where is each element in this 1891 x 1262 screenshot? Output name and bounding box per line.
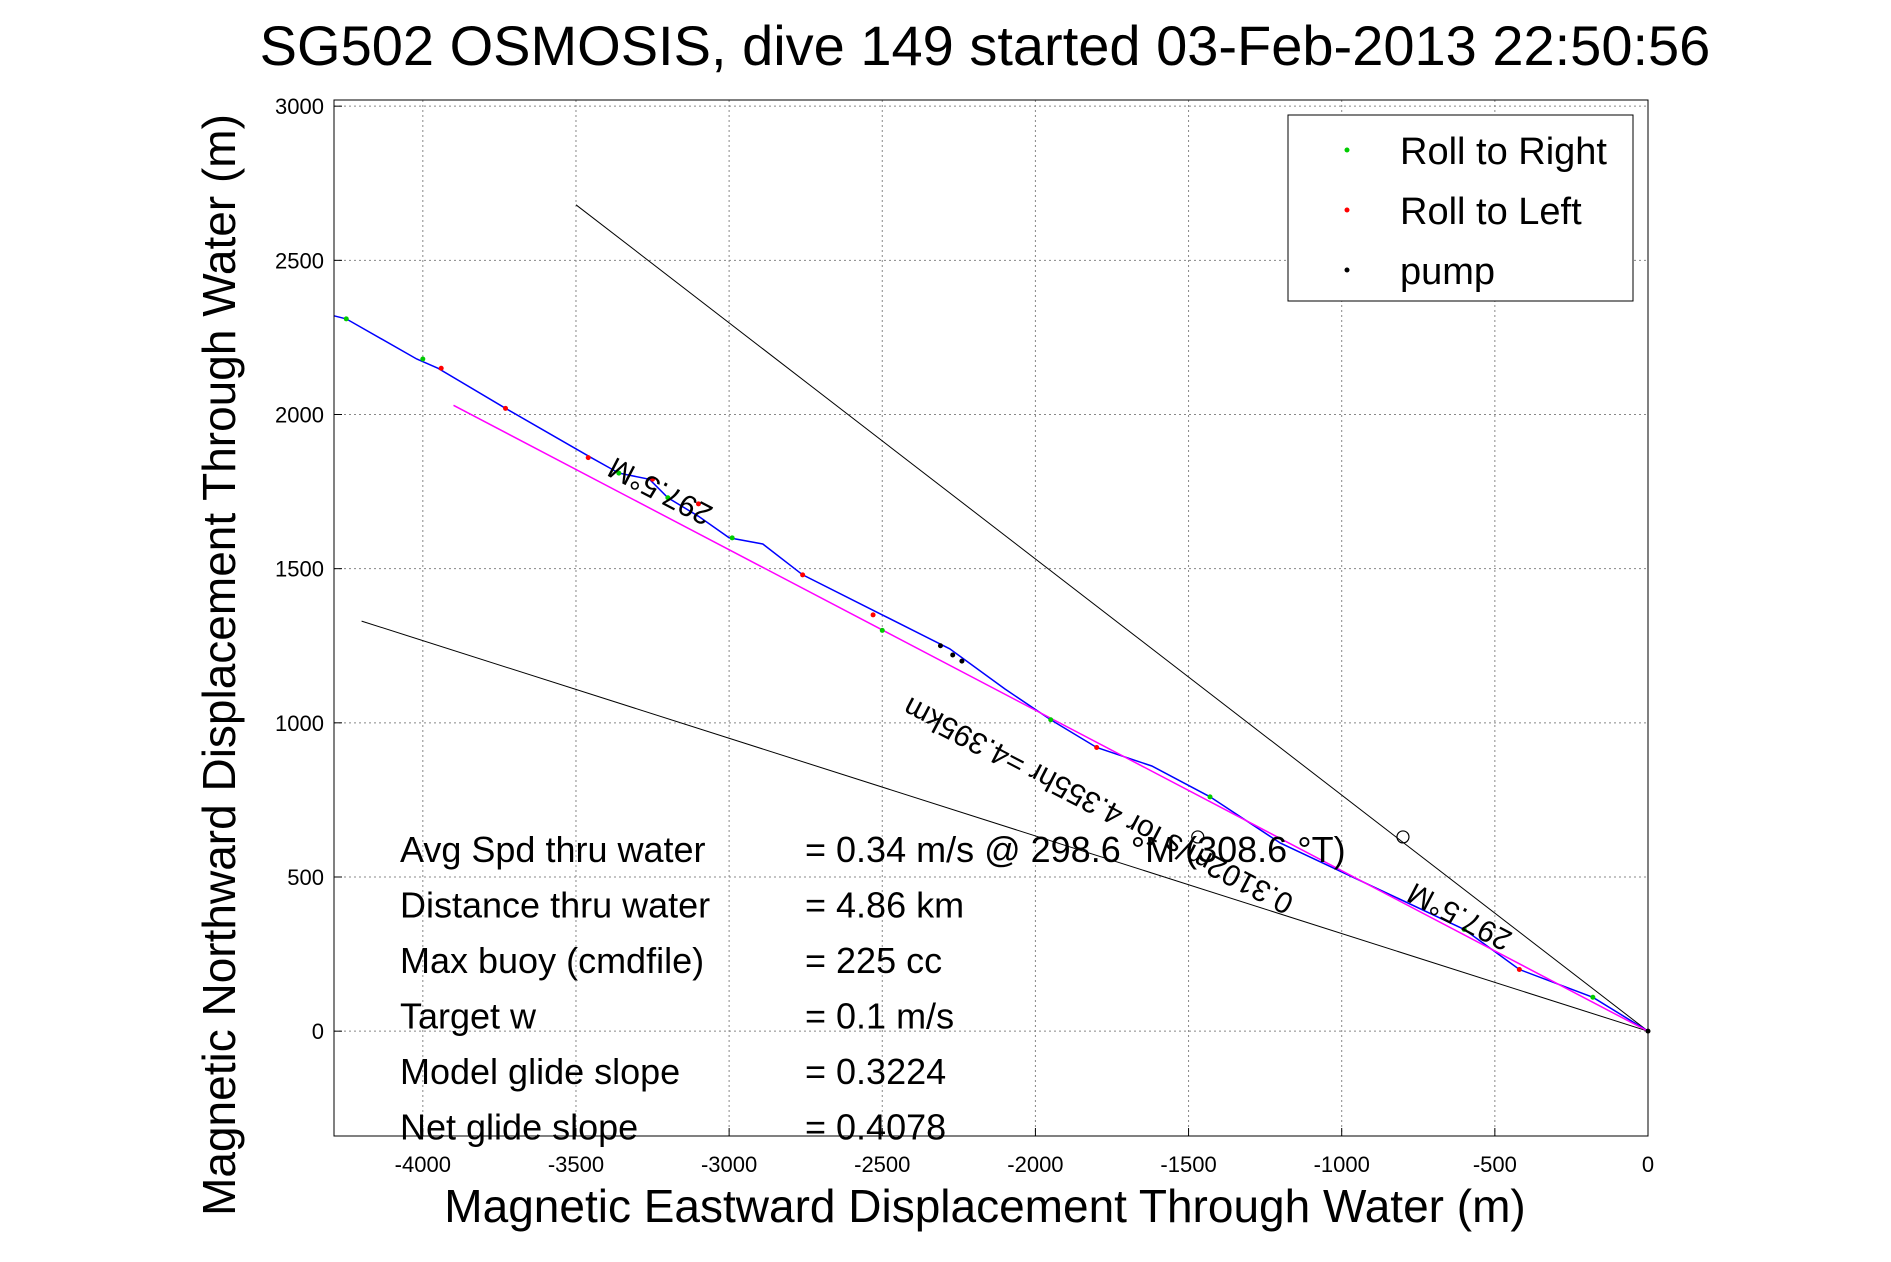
x-tick-label: -2000 — [1007, 1152, 1063, 1177]
x-tick-labels: -4000 -3500 -3000 -2500 -2000 -1500 -1000 -500 0 — [395, 1152, 1654, 1177]
roll-left-marker — [695, 501, 701, 507]
y-tick-label: 2500 — [275, 248, 324, 273]
roll-right-marker — [1461, 926, 1467, 932]
plot-frame — [333, 99, 1649, 1137]
legend-label: pump — [1400, 251, 1495, 293]
y-tick-label: 2000 — [275, 403, 324, 428]
roll-left-marker — [438, 365, 444, 371]
y-tick-label: 1000 — [275, 711, 324, 736]
pump-marker — [959, 658, 965, 664]
roll-left-marker — [650, 476, 656, 482]
legend: Roll to Right Roll to Left pump — [1287, 114, 1634, 302]
roll-left-marker — [1516, 967, 1522, 972]
stat-label: Distance thru water — [400, 885, 710, 926]
stat-label: Target w — [400, 996, 537, 1037]
x-tick-label: -1500 — [1160, 1152, 1216, 1177]
roll-left-marker — [800, 572, 806, 578]
x-tick-label: -4000 — [395, 1152, 451, 1177]
reference-lines — [361, 204, 1649, 1032]
y-tick-label: 1500 — [275, 557, 324, 582]
roll-right-marker — [420, 356, 426, 362]
y-tick-label: 0 — [312, 1019, 324, 1044]
stat-label: Avg Spd thru water — [400, 829, 706, 870]
reference-line — [575, 204, 1649, 1032]
stat-label: Max buoy (cmdfile) — [400, 940, 704, 981]
x-tick-label: -500 — [1473, 1152, 1517, 1177]
legend-label: Roll to Right — [1400, 131, 1607, 173]
legend-marker — [1344, 207, 1350, 213]
legend-label: Roll to Left — [1400, 191, 1582, 233]
chart-title: SG502 OSMOSIS, dive 149 started 03-Feb-2… — [260, 14, 1711, 77]
stat-value: = 4.86 km — [805, 885, 964, 926]
x-tick-label: -1000 — [1314, 1152, 1370, 1177]
compass-circle — [1396, 830, 1410, 844]
roll-left-marker — [870, 612, 876, 618]
pump-marker — [950, 652, 956, 658]
x-tick-label: 0 — [1642, 1152, 1654, 1177]
roll-right-marker — [729, 535, 735, 541]
y-tick-labels: 3000 2500 2000 1500 1000 500 0 — [275, 94, 324, 1044]
compass-circle — [1191, 830, 1205, 844]
legend-marker — [1344, 267, 1350, 273]
roll-right-marker — [1048, 717, 1054, 723]
stat-value: = 0.34 m/s @ 298.6 °M (308.6 °T) — [805, 829, 1346, 870]
legend-marker — [1344, 147, 1350, 153]
roll-right-marker — [879, 627, 885, 633]
roll-right-marker — [1207, 794, 1213, 800]
grid — [334, 100, 1649, 1136]
roll-left-marker — [1094, 745, 1100, 750]
roll-right-marker — [665, 495, 671, 501]
roll-left-marker — [585, 455, 591, 461]
y-tick-label: 3000 — [275, 94, 324, 119]
compass-circles — [1191, 830, 1410, 844]
roll-right-marker — [343, 316, 349, 322]
roll-right-marker — [616, 470, 622, 476]
y-axis-label: Magnetic Northward Displacement Through … — [193, 114, 245, 1216]
stat-value: = 0.3224 — [805, 1051, 946, 1092]
roll-left-marker — [503, 405, 509, 411]
stat-value: = 0.1 m/s — [805, 996, 954, 1037]
stat-value: = 0.4078 — [805, 1107, 946, 1148]
stats-block: Avg Spd thru water = 0.34 m/s @ 298.6 °M … — [400, 829, 1346, 1148]
pump-marker — [937, 643, 943, 649]
markers — [343, 316, 1651, 1034]
reference-line — [361, 620, 1649, 1032]
x-tick-label: -2500 — [854, 1152, 910, 1177]
y-tick-label: 500 — [287, 865, 324, 890]
stat-label: Net glide slope — [400, 1107, 638, 1148]
x-tick-label: -3000 — [701, 1152, 757, 1177]
roll-right-marker — [1590, 994, 1596, 1000]
stat-label: Model glide slope — [400, 1051, 680, 1092]
x-axis-label: Magnetic Eastward Displacement Through W… — [444, 1180, 1525, 1232]
stat-value: = 225 cc — [805, 940, 942, 981]
x-tick-label: -3500 — [548, 1152, 604, 1177]
